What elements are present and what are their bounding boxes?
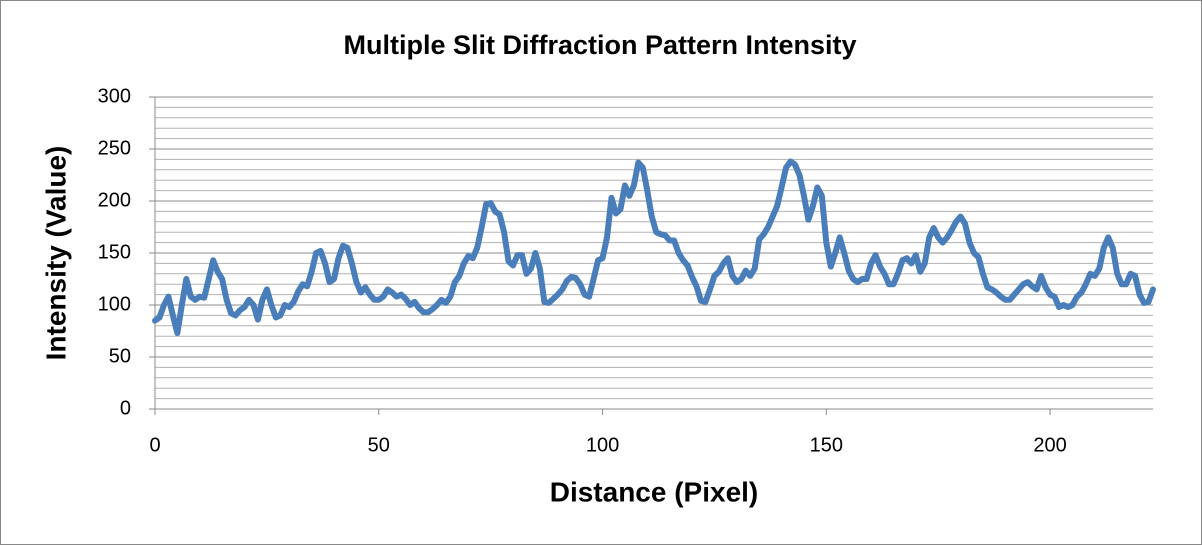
y-tick-label: 50 (109, 345, 131, 367)
data-line (152, 158, 1156, 337)
y-tick-label: 0 (120, 397, 131, 419)
y-tick-label: 300 (98, 85, 131, 107)
x-tick-label: 100 (586, 434, 619, 456)
plot (152, 158, 1156, 337)
x-tick-label: 50 (368, 434, 390, 456)
y-axis-label: Intensity (Value) (40, 146, 71, 361)
x-tick-label: 200 (1033, 434, 1066, 456)
x-axis-label: Distance (Pixel) (550, 476, 759, 507)
y-tick-label: 100 (98, 293, 131, 315)
x-tick-label: 0 (149, 434, 160, 456)
chart-title: Multiple Slit Diffraction Pattern Intens… (343, 30, 856, 60)
y-tick-label: 150 (98, 241, 131, 263)
y-tick-label: 250 (98, 137, 131, 159)
y-tick-label: 200 (98, 189, 131, 211)
x-tick-label: 150 (810, 434, 843, 456)
